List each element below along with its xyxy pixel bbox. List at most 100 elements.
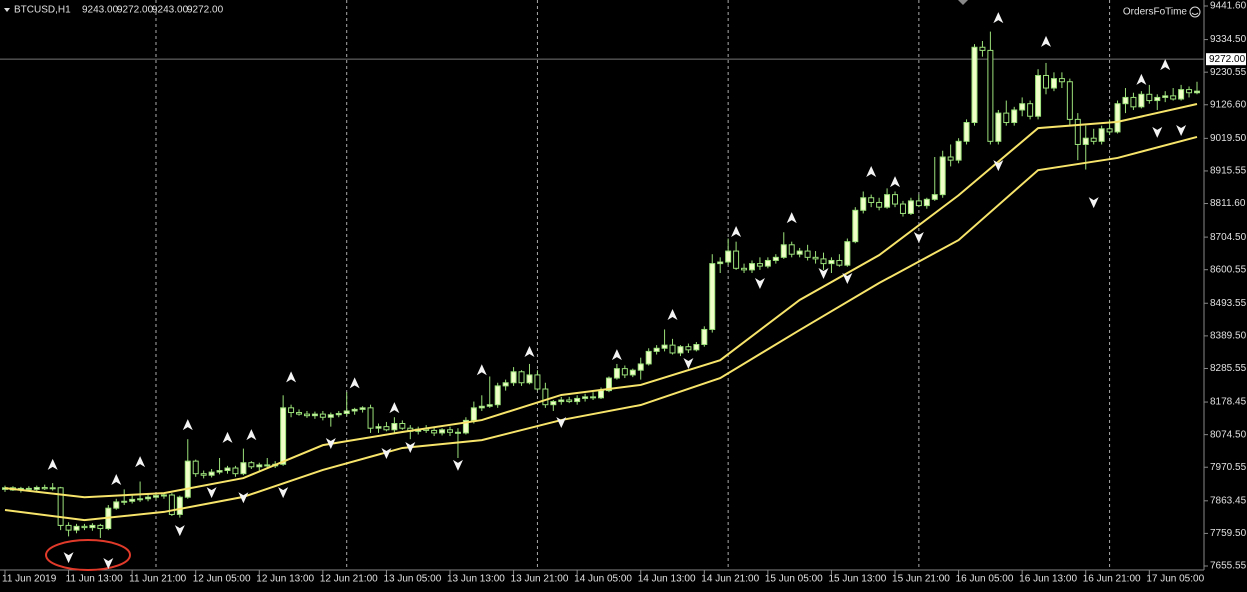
candle-body [73,525,80,531]
candle-body [645,350,652,365]
fractal-up [1160,59,1171,71]
y-tick-label: 8704.50 [1210,232,1247,243]
x-tick-label: 15 Jun 05:00 [765,574,823,585]
x-tick-label: 14 Jun 13:00 [638,574,696,585]
candle-body [868,197,875,203]
candle-body [852,209,859,243]
candle-body [629,369,636,376]
candle-body [383,426,390,431]
y-tick-label: 9126.60 [1210,99,1247,110]
candle-body [669,344,676,354]
candle-body [923,198,930,207]
candle-body [876,201,883,208]
candle-body [1130,96,1137,108]
candle-body [327,414,334,418]
fractal-down [993,160,1004,172]
candle-body [1186,89,1193,94]
x-tick-label: 16 Jun 21:00 [1083,574,1141,585]
candle-body [391,423,398,431]
candle-body [836,259,843,266]
fractal-up [135,456,146,468]
candle-body [41,486,48,490]
x-tick-label: 13 Jun 21:00 [511,574,569,585]
candle-body [748,263,755,271]
candle-body [653,347,660,352]
candle-body [947,156,954,161]
candle-body [828,259,835,265]
candle-body [1082,137,1089,145]
candle-body [598,390,604,399]
candle-body [335,412,342,416]
candle-body [57,487,64,526]
smiley-icon [1189,6,1201,18]
candle-body [1106,128,1113,133]
candle-body [1178,89,1185,100]
candle-body [780,244,787,258]
x-tick-label: 11 Jun 13:00 [66,574,124,585]
candle-body [1114,103,1121,133]
candle-body [677,346,684,354]
fractal-up [182,419,193,431]
candle-body [296,412,303,415]
fractal-up [246,429,257,441]
candle-body [176,496,183,515]
fractal-up [222,431,233,443]
candle-body [486,404,493,407]
fractal-up [286,371,297,383]
x-tick-label: 11 Jun 2019 [2,574,57,585]
candle-body [319,413,326,418]
candle-body [192,460,199,475]
candle-body [1066,81,1073,120]
candle-body [1090,137,1097,142]
fractal-up [476,364,487,376]
candle-body [621,368,628,376]
candle-body [1027,103,1034,117]
x-tick-label: 13 Jun 13:00 [447,574,505,585]
candle-body [1019,103,1026,111]
fractal-up [786,212,797,224]
candle-body [1043,74,1050,89]
price-label: 9272.00 [1209,54,1246,65]
candle-body [550,401,557,406]
candle-body [494,385,501,406]
candle-body [1194,90,1200,94]
fractal-down [174,525,185,537]
candle-body [892,194,899,205]
candle-body [804,250,811,258]
x-tick-label: 11 Jun 21:00 [129,574,187,585]
y-tick-label: 8811.60 [1210,198,1246,209]
candle-body [1003,112,1010,124]
candle-body [566,399,573,403]
fractal-up [1136,73,1147,85]
candle-body [1098,128,1105,142]
fractal-down [1176,125,1187,137]
fractal-down [278,487,289,499]
candle-body [240,462,247,475]
candle-body [1162,95,1169,98]
candle-body [518,371,525,384]
candle-body [25,487,32,490]
candle-body [160,494,167,497]
x-tick-label: 12 Jun 05:00 [193,574,251,585]
candle-body [1011,109,1018,124]
candle-body [447,429,454,433]
y-tick-label: 8389.50 [1210,331,1247,342]
fractal-up [1041,35,1052,47]
candle-body [208,471,215,476]
fractal-down [63,552,74,564]
candle-body [812,256,819,260]
candle-body [1035,74,1042,117]
candle-body [129,498,136,502]
fractal-up [611,349,622,361]
x-tick-label: 13 Jun 05:00 [383,574,441,585]
candle-body [907,200,914,214]
candle-body [200,473,207,476]
candle-body [590,396,597,399]
candle-body [256,464,263,468]
y-tick-label: 8600.55 [1210,264,1247,275]
candle-body [184,460,191,498]
x-tick-label: 16 Jun 13:00 [1019,574,1077,585]
